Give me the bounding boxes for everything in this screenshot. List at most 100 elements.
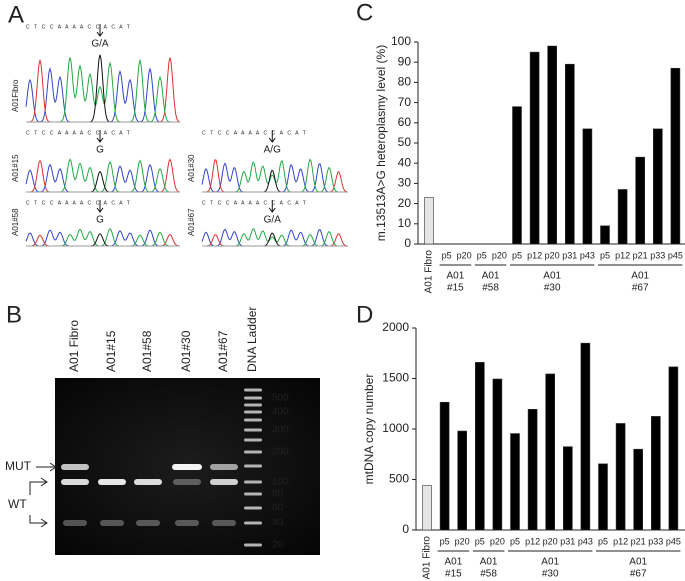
trace: [25, 158, 181, 193]
bar: [598, 463, 608, 531]
band: [136, 520, 160, 526]
trace: [26, 158, 180, 193]
ladder-band: [244, 388, 262, 392]
ladder-band: [244, 438, 262, 442]
x-tick-label: p20: [545, 250, 560, 260]
x-tick-label: p20: [457, 250, 472, 260]
bracket: [29, 477, 48, 528]
bar: [474, 362, 485, 531]
band: [98, 479, 126, 485]
ladder-band: [244, 396, 262, 400]
y-tick-label: 10: [398, 216, 412, 230]
panel-letter: A: [8, 1, 24, 28]
bar: [652, 128, 663, 245]
bar: [670, 67, 681, 245]
x-tick-label: p12: [615, 250, 630, 260]
y-tick-label: 0: [404, 236, 411, 250]
ladder-label: 400: [272, 407, 289, 418]
bar: [582, 128, 593, 245]
group-label: A01: [541, 557, 559, 568]
sequence: C T C C A A A A C C A C A T: [26, 130, 131, 136]
x-tick-label: p20: [490, 536, 505, 546]
bar: [562, 446, 573, 531]
group-label: A01: [482, 271, 500, 282]
group-label: #58: [480, 569, 497, 580]
bar: [635, 156, 646, 245]
lane-label: A01#67: [216, 330, 230, 372]
sample-label: A01#15: [11, 154, 20, 182]
arrow: [96, 200, 104, 213]
band: [63, 520, 87, 526]
y-tick-label: 70: [398, 95, 412, 109]
trace: [202, 158, 348, 193]
genotype: G: [96, 215, 104, 226]
x-tick-label: p33: [648, 536, 663, 546]
bar: [422, 485, 432, 531]
x-tick-label: p5: [440, 536, 450, 546]
sample-label: A01#58: [11, 208, 20, 236]
band: [210, 464, 238, 470]
ladder-band: [244, 428, 262, 432]
y-axis-label: mtDNA copy number: [362, 374, 376, 485]
arrow: [96, 130, 104, 143]
ladder-label: 500: [272, 393, 289, 404]
y-axis-label: m.13513A>G heteroplasmy level (%): [374, 45, 388, 241]
group-label: A01: [631, 271, 649, 282]
x-tick-label: p31: [562, 250, 577, 260]
ladder-band: [244, 464, 262, 468]
bar: [600, 225, 610, 245]
group-label: #15: [445, 569, 462, 580]
bar: [668, 366, 679, 531]
genotype: A/G: [264, 145, 281, 156]
sample-label: A01#30: [187, 154, 196, 182]
lane-label: A01#15: [104, 330, 118, 372]
x-tick-label: p5: [442, 250, 452, 260]
y-tick-label: 1000: [382, 421, 409, 435]
bar: [545, 373, 556, 531]
ladder-band: [244, 506, 262, 510]
sequence: C T C C A A A A C C A C A T: [26, 200, 131, 206]
x-tick-label: p12: [527, 250, 542, 260]
x-tick-label: p31: [560, 536, 575, 546]
x-tick-label: p43: [578, 536, 593, 546]
y-tick-label: 30: [398, 176, 412, 190]
group-label: #30: [544, 283, 561, 294]
x-tick-label: p5: [510, 536, 520, 546]
band: [61, 479, 89, 485]
ladder-label: 300: [272, 425, 289, 436]
sample-label: A01Fibro: [11, 79, 20, 112]
bar: [510, 433, 520, 531]
bar: [580, 342, 591, 531]
y-tick-label: 20: [398, 196, 412, 210]
band: [212, 520, 236, 526]
bar: [633, 448, 644, 531]
group-label: A01: [447, 271, 465, 282]
mut-label: MUT: [5, 459, 32, 473]
x-tick-label: p20: [492, 250, 507, 260]
x-tick-label: p5: [477, 250, 487, 260]
x-tick-label: p20: [543, 536, 558, 546]
genotype: G/A: [264, 215, 282, 226]
x-tick-label: p45: [668, 250, 683, 260]
arrow: [268, 200, 276, 213]
group-label: A01: [629, 557, 647, 568]
sequence: C T C C A A A A C C A C A T: [26, 24, 131, 30]
bar: [512, 106, 522, 245]
arrow: [268, 130, 276, 143]
y-tick-label: 0: [402, 522, 409, 536]
x-tick-label: p12: [525, 536, 540, 546]
ladder-band: [244, 450, 262, 454]
y-tick-label: 60: [398, 115, 412, 129]
x-tick-label: p33: [650, 250, 665, 260]
sample-label: A01#67: [187, 208, 196, 236]
bar: [457, 430, 468, 531]
ladder-band: [244, 418, 262, 422]
x-tick-label: p45: [666, 536, 681, 546]
y-tick-label: 100: [391, 34, 411, 48]
band: [134, 479, 162, 485]
ladder-label: 60: [272, 503, 284, 514]
panel-letter: B: [6, 301, 22, 328]
bar: [439, 401, 450, 531]
lane-label: A01#58: [140, 330, 154, 372]
